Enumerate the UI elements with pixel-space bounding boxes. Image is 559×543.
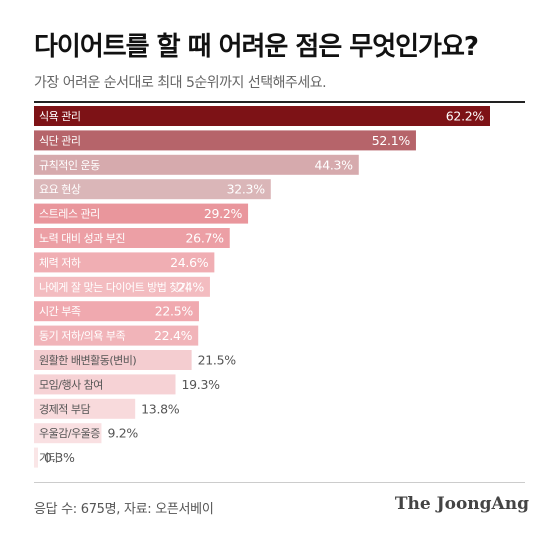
bar-13 <box>34 423 102 444</box>
category-label-10: 원활한 배변활동(변비) <box>39 353 136 367</box>
chart-subtitle: 가장 어려운 순서대로 최대 5순위까지 선택해주세요. <box>34 75 327 91</box>
bar-8 <box>34 301 199 322</box>
header-rule <box>34 101 525 103</box>
bar-11 <box>34 374 176 395</box>
value-label-13: 9.2% <box>107 426 138 441</box>
footer-rule <box>34 482 525 483</box>
bar-5 <box>34 228 230 248</box>
bar-4 <box>34 203 249 224</box>
bar-3 <box>34 179 271 200</box>
bar-7 <box>34 276 210 297</box>
value-label-3: 32.3% <box>227 182 266 197</box>
bar-9 <box>34 325 199 346</box>
bar-12 <box>34 398 136 419</box>
category-label-6: 체력 저하 <box>39 255 81 269</box>
category-label-0: 식욕 관리 <box>39 110 80 123</box>
value-label-7: 24% <box>177 279 204 294</box>
value-label-14: 0.3% <box>44 450 75 465</box>
source-note: 응답 수: 675명, 자료: 오픈서베이 <box>34 502 214 517</box>
category-label-3: 요요 현상 <box>39 183 81 196</box>
category-label-9: 동기 저하/의욕 부족 <box>39 329 126 343</box>
category-label-14: 기타 <box>39 452 59 465</box>
value-label-12: 13.8% <box>141 401 180 416</box>
category-label-8: 시간 부족 <box>39 305 81 318</box>
brand-logo: The JoongAng <box>394 494 529 514</box>
category-label-2: 규칙적인 운동 <box>39 159 100 172</box>
value-label-11: 19.3% <box>181 377 220 392</box>
chart-title: 다이어트를 할 때 어려운 점은 무엇인가요? <box>34 32 479 62</box>
category-label-1: 식단 관리 <box>39 134 80 147</box>
value-label-4: 29.2% <box>204 206 243 221</box>
value-label-5: 26.7% <box>186 231 225 246</box>
category-label-12: 경제적 부담 <box>39 403 90 416</box>
category-label-4: 스트레스 관리 <box>39 208 100 221</box>
category-label-11: 모임/행사 참여 <box>39 378 103 391</box>
category-label-13: 우울감/우울증 <box>39 427 100 440</box>
category-label-7: 나에게 잘 맞는 다이어트 방법 찾기 <box>39 281 189 294</box>
value-label-10: 21.5% <box>198 353 237 368</box>
bar-0 <box>34 106 490 126</box>
value-label-2: 44.3% <box>315 157 354 172</box>
value-label-1: 52.1% <box>372 133 411 148</box>
category-label-5: 노력 대비 성과 부진 <box>39 232 125 245</box>
bar-1 <box>34 130 416 151</box>
value-label-9: 22.4% <box>154 328 193 343</box>
bar-10 <box>34 350 192 370</box>
bar-6 <box>34 252 215 273</box>
value-label-0: 62.2% <box>446 109 485 124</box>
bar-14 <box>34 447 38 468</box>
bar-2 <box>34 154 359 175</box>
value-label-8: 22.5% <box>155 304 194 319</box>
value-label-6: 24.6% <box>170 255 209 270</box>
